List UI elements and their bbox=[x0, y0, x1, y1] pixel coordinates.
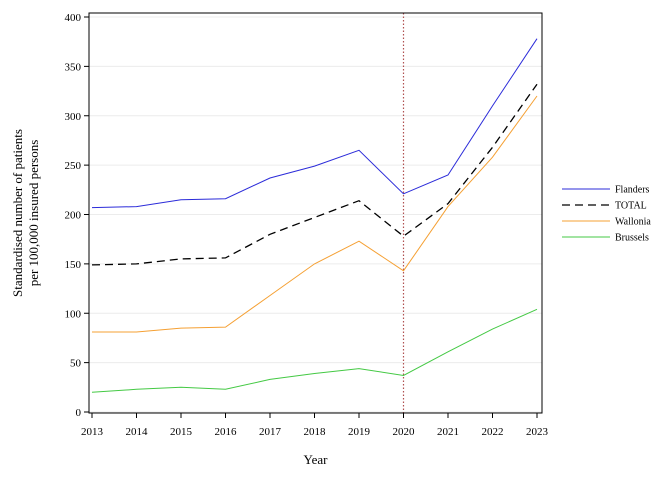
x-tick-label: 2013 bbox=[81, 426, 104, 438]
y-tick-label: 300 bbox=[65, 111, 82, 123]
series-line-wallonia bbox=[92, 95, 538, 333]
x-tick-label: 2016 bbox=[215, 426, 238, 438]
x-tick-label: 2022 bbox=[482, 426, 504, 438]
series-lines bbox=[91, 38, 538, 393]
x-tick-label: 2015 bbox=[170, 426, 193, 438]
y-tick-label: 400 bbox=[65, 12, 82, 24]
x-axis: 2013 2014 2015 2016 2017 2018 2019 2020 2021 2022… bbox=[81, 413, 549, 438]
y-axis-title-line: Standardised number of patients bbox=[10, 129, 25, 297]
y-axis-title: Standardised number of patientsper 100,0… bbox=[10, 129, 41, 297]
x-tick-label: 2020 bbox=[393, 426, 416, 438]
y-axis-title-line: per 100,000 insured persons bbox=[26, 140, 41, 287]
plot-frame bbox=[88, 12, 543, 414]
x-tick-label: 2021 bbox=[437, 426, 459, 438]
x-tick-label: 2019 bbox=[348, 426, 371, 438]
legend-label-wallonia: Wallonia bbox=[615, 217, 651, 228]
gridlines bbox=[89, 16, 542, 413]
y-tick-label: 200 bbox=[65, 210, 82, 222]
x-tick-label: 2014 bbox=[126, 426, 149, 438]
y-tick-label: 100 bbox=[65, 308, 82, 320]
x-tick-label: 2023 bbox=[526, 426, 549, 438]
legend-label-total: TOTAL bbox=[615, 201, 647, 212]
y-tick-label: 50 bbox=[70, 358, 82, 370]
x-tick-label: 2017 bbox=[259, 426, 282, 438]
series-line-flanders bbox=[91, 38, 538, 209]
y-tick-label: 0 bbox=[76, 407, 82, 419]
y-tick-label: 350 bbox=[65, 61, 82, 73]
legend-label-brussels: Brussels bbox=[615, 233, 649, 244]
x-axis-title: Year bbox=[304, 452, 329, 467]
x-tick-label: 2018 bbox=[304, 426, 327, 438]
y-tick-label: 250 bbox=[65, 160, 82, 172]
y-tick-label: 150 bbox=[65, 259, 82, 271]
series-line-total bbox=[91, 83, 538, 266]
series-line-brussels bbox=[91, 308, 538, 393]
legend-label-flanders: Flanders bbox=[615, 185, 650, 196]
legend: Flanders TOTAL Wallonia Brussels bbox=[562, 185, 651, 244]
y-axis: 0 50 100 150 200 250 300 350 400 bbox=[65, 12, 89, 419]
